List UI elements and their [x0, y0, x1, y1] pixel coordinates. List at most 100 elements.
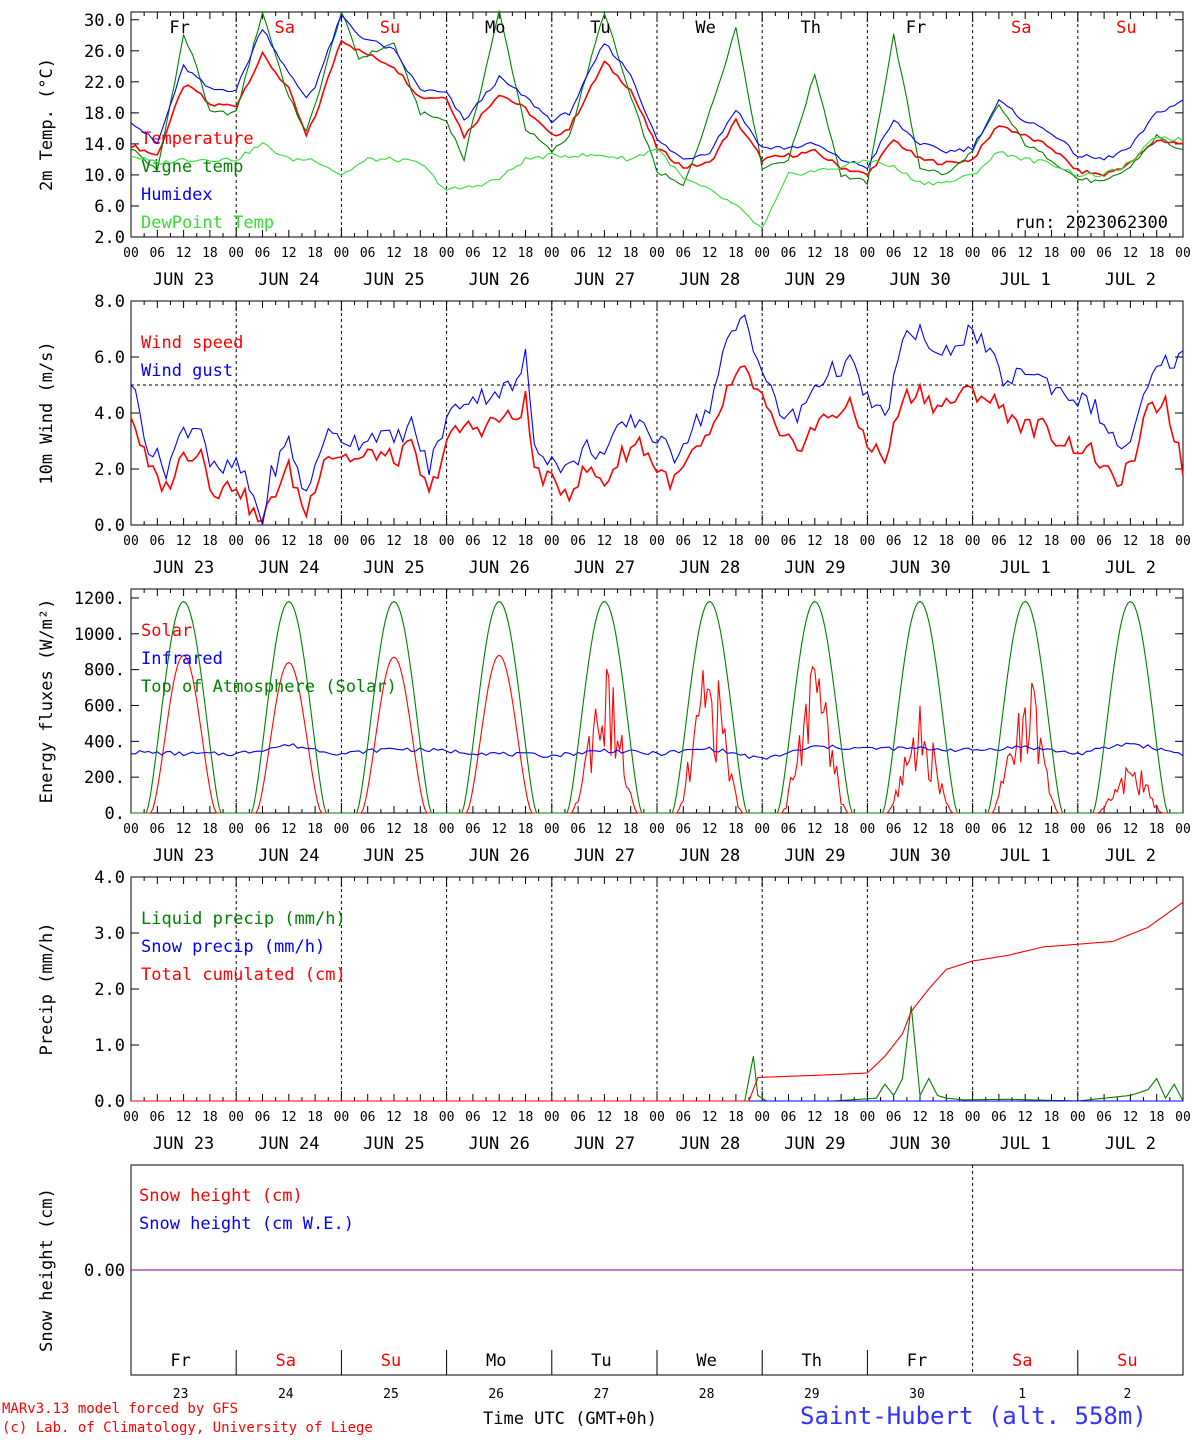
x-hour-label: 18 [728, 534, 744, 549]
legend-entry: Snow precip (mm/h) [141, 937, 325, 957]
x-hour-label: 18 [728, 1110, 744, 1125]
x-hour-label: 18 [833, 534, 849, 549]
weekday-label-bottom: Sa [1012, 1351, 1032, 1371]
x-hour-label: 12 [386, 534, 402, 549]
x-hour-label: 18 [623, 534, 639, 549]
x-hour-label: 12 [281, 1110, 297, 1125]
x-date-label: JUN 30 [889, 1134, 950, 1154]
x-hour-label: 00 [544, 534, 560, 549]
x-hour-label: 18 [518, 1110, 534, 1125]
x-hour-label: 18 [518, 822, 534, 837]
x-date-label: JUN 25 [363, 846, 424, 866]
x-date-label: JUL 2 [1105, 558, 1156, 578]
x-hour-label: 00 [860, 1110, 876, 1125]
x-date-label: JUN 27 [574, 846, 635, 866]
day-number-label: 25 [383, 1387, 399, 1402]
x-hour-label: 06 [149, 1110, 165, 1125]
x-hour-label: 06 [675, 822, 691, 837]
series-line-wind-speed [130, 365, 1184, 523]
day-number-label: 1 [1018, 1387, 1026, 1402]
y-tick-label: 1200. [74, 589, 125, 609]
x-hour-label: 00 [1175, 246, 1191, 261]
series-line-humidex [130, 14, 1184, 170]
x-date-label: JUN 27 [574, 558, 635, 578]
x-hour-label: 18 [623, 822, 639, 837]
y-tick-label: 2.0 [94, 228, 125, 248]
x-hour-label: 12 [491, 534, 507, 549]
x-hour-label: 18 [833, 822, 849, 837]
legend-entry: Infrared [141, 649, 223, 669]
x-hour-label: 00 [1175, 534, 1191, 549]
x-hour-label: 18 [938, 1110, 954, 1125]
x-date-label: JUN 30 [889, 846, 950, 866]
x-date-label: JUN 24 [258, 1134, 319, 1154]
legend-entry: Snow height (cm) [139, 1186, 303, 1206]
x-hour-label: 18 [518, 246, 534, 261]
x-hour-label: 00 [1070, 534, 1086, 549]
x-hour-label: 18 [833, 246, 849, 261]
legend-entry: Total cumulated (cm) [141, 965, 346, 985]
x-hour-label: 12 [702, 246, 718, 261]
x-hour-label: 12 [281, 822, 297, 837]
x-hour-label: 12 [491, 246, 507, 261]
weekday-label-top: Sa [1011, 18, 1031, 38]
series-line-top-of-atmosphere-solar- [131, 600, 1183, 814]
x-hour-label: 12 [807, 246, 823, 261]
x-hour-label: 12 [597, 1110, 613, 1125]
x-hour-label: 00 [649, 822, 665, 837]
weekday-label-bottom: Su [381, 1351, 401, 1371]
x-hour-label: 00 [123, 246, 139, 261]
y-tick-label: 30.0 [84, 11, 125, 31]
x-hour-label: 18 [1044, 822, 1060, 837]
x-date-label: JUN 23 [153, 558, 214, 578]
y-tick-label: 10.0 [84, 166, 125, 186]
credit-block: MARv3.13 model forced by GFS (c) Lab. of… [2, 1400, 373, 1438]
x-date-label: JUN 23 [153, 1134, 214, 1154]
y-tick-label: 0.0 [94, 516, 125, 536]
x-hour-label: 18 [307, 822, 323, 837]
x-hour-label: 00 [965, 822, 981, 837]
x-hour-label: 06 [886, 1110, 902, 1125]
x-hour-label: 06 [886, 246, 902, 261]
x-hour-label: 00 [228, 1110, 244, 1125]
x-hour-label: 06 [360, 534, 376, 549]
x-date-label: JUL 1 [1000, 270, 1051, 290]
weekday-label-bottom: Sa [276, 1351, 296, 1371]
panel-2-frame [130, 300, 1184, 526]
x-hour-label: 00 [1070, 246, 1086, 261]
x-date-label: JUN 29 [784, 270, 845, 290]
weekday-label-top: Fr [169, 18, 189, 38]
x-hour-label: 18 [202, 534, 218, 549]
y-tick-label: 4.0 [94, 404, 125, 424]
y-tick-label: 600. [84, 696, 125, 716]
x-hour-label: 18 [307, 534, 323, 549]
x-hour-label: 06 [991, 1110, 1007, 1125]
x-hour-label: 12 [281, 246, 297, 261]
x-hour-label: 12 [1017, 822, 1033, 837]
x-date-label: JUN 23 [153, 270, 214, 290]
x-hour-label: 12 [807, 534, 823, 549]
x-date-label: JUN 27 [574, 270, 635, 290]
x-hour-label: 12 [912, 822, 928, 837]
x-hour-label: 00 [228, 246, 244, 261]
y-tick-label: 4.0 [94, 868, 125, 888]
y-tick-label: 0. [105, 804, 125, 824]
x-hour-label: 00 [1070, 1110, 1086, 1125]
x-hour-label: 06 [886, 822, 902, 837]
x-date-label: JUN 26 [468, 270, 529, 290]
day-number-label: 30 [909, 1387, 925, 1402]
x-date-label: JUN 25 [363, 270, 424, 290]
x-date-label: JUN 30 [889, 558, 950, 578]
x-date-label: JUN 27 [574, 1134, 635, 1154]
credit-line-2: (c) Lab. of Climatology, University of L… [2, 1420, 373, 1436]
y-tick-label: 8.0 [94, 292, 125, 312]
y-tick-label: 6.0 [94, 348, 125, 368]
x-hour-label: 18 [518, 534, 534, 549]
station-title: Saint-Hubert (alt. 558m) [800, 1402, 1147, 1430]
weekday-label-bottom: We [696, 1351, 716, 1371]
x-hour-label: 12 [702, 822, 718, 837]
x-hour-label: 06 [781, 534, 797, 549]
x-hour-label: 06 [886, 534, 902, 549]
day-number-label: 2 [1123, 1387, 1131, 1402]
x-hour-label: 18 [833, 1110, 849, 1125]
